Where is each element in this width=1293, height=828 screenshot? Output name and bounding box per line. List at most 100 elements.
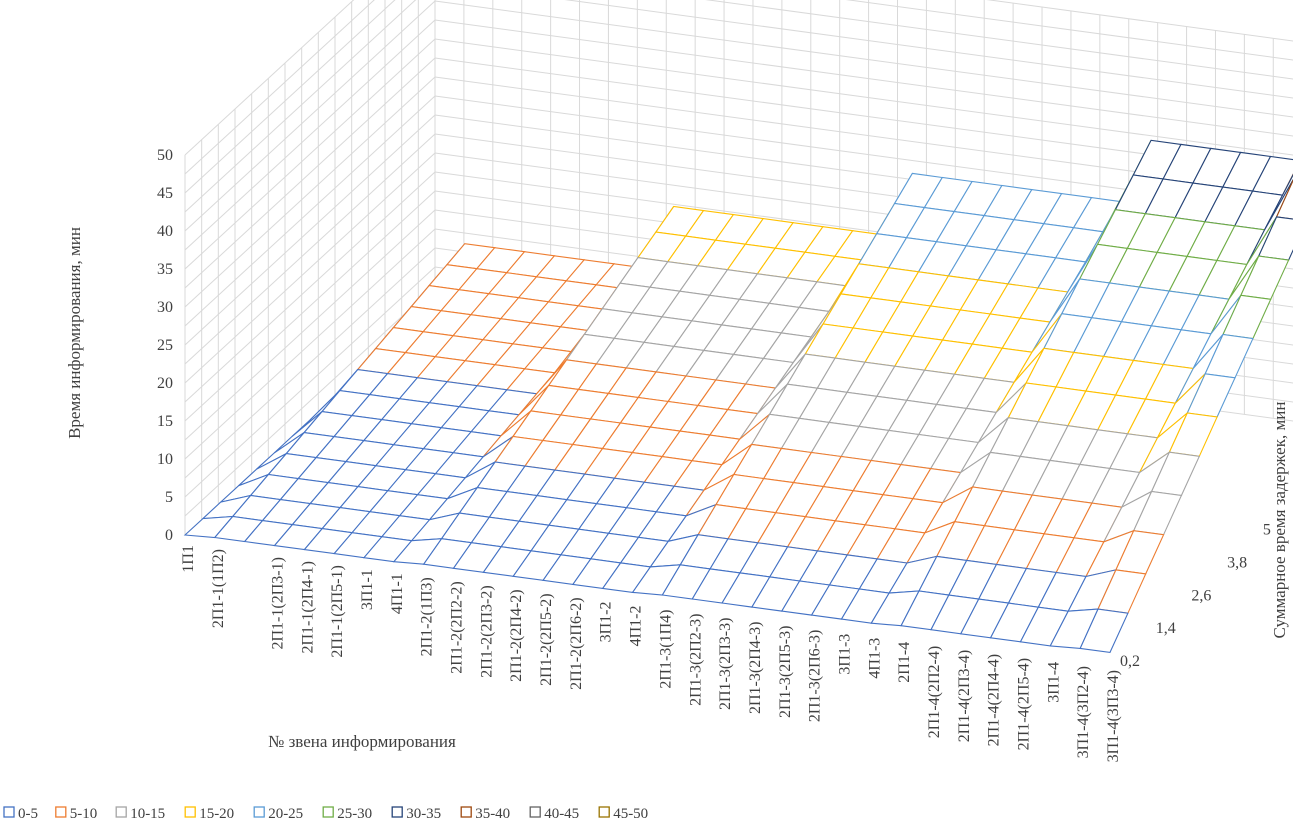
side-wall-gridline — [184, 266, 436, 498]
legend-item: 40-45 — [529, 806, 579, 822]
side-wall-gridline — [184, 114, 436, 346]
z-tick-label: 20 — [157, 375, 173, 392]
x-tick-label: 2П1-1(2П4-1) — [299, 561, 316, 653]
legend-swatch — [115, 806, 127, 818]
side-wall-gridline — [184, 0, 375, 175]
legend-swatch — [253, 806, 265, 818]
z-tick-label: 10 — [157, 451, 173, 468]
side-wall-gridline — [184, 209, 436, 441]
y-axis-title: Суммарное время задержек, мин — [1270, 402, 1289, 639]
x-tick-label: 1П1 — [180, 545, 197, 573]
z-tick-label: 5 — [165, 489, 173, 506]
legend-item: 15-20 — [184, 806, 234, 822]
side-wall-gridline — [184, 133, 436, 365]
z-tick-label: 35 — [157, 261, 173, 278]
back-wall-gridline — [705, 0, 1293, 80]
legend-swatch — [529, 806, 541, 818]
legend-label: 0-5 — [18, 806, 38, 822]
x-tick-label: 2П1-1(1П2) — [210, 549, 227, 628]
x-tick-label: 2П1-3(2П3-3) — [717, 618, 734, 710]
legend-swatch — [460, 806, 472, 818]
x-tick-label: 2П1-1(2П5-1) — [329, 565, 346, 657]
z-axis-title: Время информирования, мин — [65, 227, 84, 439]
back-wall-gridline — [986, 0, 1293, 42]
x-tick-label: 4П1-3 — [866, 638, 883, 679]
side-wall-gridline — [184, 285, 436, 517]
x-tick-label: 2П1-3(1П4) — [657, 610, 674, 689]
x-tick-label: 3П1-2 — [598, 602, 615, 643]
legend-label: 20-25 — [268, 806, 303, 822]
z-tick-label: 0 — [165, 527, 173, 544]
legend-item: 45-50 — [598, 806, 648, 822]
z-tick-label: 25 — [157, 337, 173, 354]
x-tick-label: 3П1-4(3П2-4) — [1075, 666, 1092, 758]
legend-item: 10-15 — [115, 806, 165, 822]
x-tick-label: 2П1-4(2П4-4) — [986, 654, 1003, 746]
legend-swatch — [3, 806, 15, 818]
y-tick-label: 5 — [1263, 522, 1271, 539]
x-tick-label: 3П1-1 — [359, 569, 376, 610]
legend-swatch — [184, 806, 196, 818]
legend-label: 5-10 — [70, 806, 98, 822]
x-tick-label: 2П1-4(2П3-4) — [956, 650, 973, 742]
axis-ticks: 051015202530354045500,21,42,63,856,27,48… — [157, 147, 1271, 762]
side-wall-gridline — [184, 95, 436, 327]
back-wall-gridline — [434, 0, 1293, 118]
legend-item: 30-35 — [391, 806, 441, 822]
legend-label: 10-15 — [130, 806, 165, 822]
x-tick-label: 2П1-3(2П2-3) — [687, 614, 704, 706]
x-tick-label: 2П1-2(1П3) — [419, 577, 436, 656]
legend-label: 40-45 — [544, 806, 579, 822]
legend-item: 0-5 — [3, 806, 38, 822]
y-tick-label: 1,4 — [1156, 620, 1176, 637]
surface-mesh — [183, 139, 1293, 653]
x-tick-label: 2П1-2(2П5-2) — [538, 593, 555, 685]
x-tick-label: 2П1-4(2П5-4) — [1016, 658, 1033, 750]
legend-label: 30-35 — [406, 806, 441, 822]
x-tick-label: 2П1-3(2П6-3) — [807, 630, 824, 722]
surface-cell — [1275, 179, 1293, 220]
legend-swatch — [322, 806, 334, 818]
legend-swatch — [391, 806, 403, 818]
x-tick-label: 2П1-4(2П2-4) — [926, 646, 943, 738]
x-tick-label: 2П1-2(2П4-2) — [508, 589, 525, 681]
x-tick-label: 3П1-4 — [1045, 662, 1062, 703]
side-wall-gridline — [184, 0, 396, 194]
legend-item: 5-10 — [55, 806, 98, 822]
side-wall-gridline — [184, 0, 417, 213]
x-tick-label: 4П1-1 — [389, 573, 406, 614]
x-tick-label: 2П1-4 — [896, 642, 913, 683]
side-wall-gridline — [184, 76, 436, 308]
legend: 0-5 5-10 10-15 15-20 20-25 25-30 30-35 35-40 40-… — [3, 806, 648, 822]
legend-item: 35-40 — [460, 806, 510, 822]
z-tick-label: 45 — [157, 185, 173, 202]
legend-swatch — [55, 806, 67, 818]
legend-label: 15-20 — [199, 806, 234, 822]
x-tick-label: 2П1-2(2П6-2) — [568, 597, 585, 689]
side-wall-gridline — [184, 0, 355, 156]
side-wall-gridline — [184, 190, 436, 422]
side-wall-gridline — [184, 19, 436, 251]
y-tick-label: 0,2 — [1120, 653, 1140, 670]
y-tick-label: 2,6 — [1191, 587, 1211, 604]
side-wall-gridline — [184, 152, 436, 384]
z-tick-label: 40 — [157, 223, 173, 240]
side-wall-gridline — [184, 247, 436, 479]
x-tick-label: 4П1-2 — [628, 606, 645, 647]
y-tick-label: 3,8 — [1227, 554, 1247, 571]
x-tick-label: 2П1-1(2П3-1) — [270, 557, 287, 649]
x-tick-label: 2П1-3(2П5-3) — [777, 626, 794, 718]
side-wall-gridline — [184, 57, 436, 289]
legend-item: 20-25 — [253, 806, 303, 822]
legend-label: 25-30 — [337, 806, 372, 822]
side-wall-gridline — [184, 228, 436, 460]
x-tick-label: 3П1-4(3П3-4) — [1105, 670, 1122, 762]
x-tick-label: 3П1-3 — [837, 634, 854, 675]
z-tick-label: 30 — [157, 299, 173, 316]
x-tick-label: 2П1-2(2П3-2) — [478, 585, 495, 677]
legend-label: 45-50 — [613, 806, 648, 822]
x-axis-title: № звена информирования — [268, 732, 456, 751]
back-wall-gridline — [434, 19, 1293, 137]
